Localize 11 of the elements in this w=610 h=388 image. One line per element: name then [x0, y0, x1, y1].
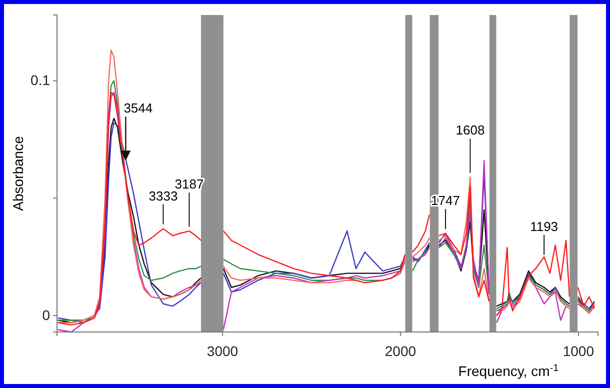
annotation: 1747: [431, 193, 460, 208]
x-tick-label: 3000: [206, 342, 238, 359]
y-tick-label: 0.1: [30, 72, 50, 88]
x-axis-title: Frequency, cm$^{-1}$: [458, 362, 559, 379]
x-tick-label: 2000: [384, 342, 416, 359]
y-axis-title: Absorbance: [10, 136, 26, 211]
annotation: 3544: [124, 100, 153, 116]
annotation: 1608: [456, 122, 485, 138]
x-tick-label: 1000: [562, 342, 594, 359]
annotation: 1193: [530, 218, 558, 234]
y-tick-label: 0: [42, 307, 50, 324]
